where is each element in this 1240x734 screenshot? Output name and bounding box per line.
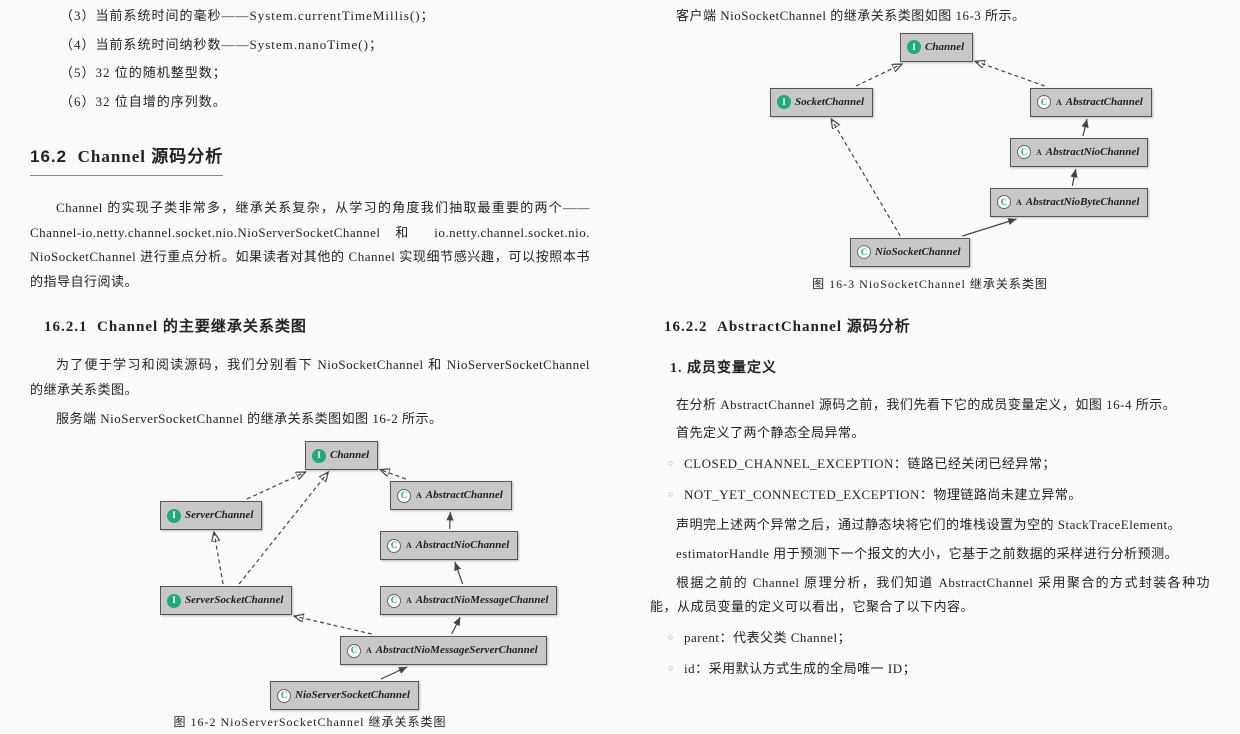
- subsection-number: 16.2.2: [664, 319, 708, 335]
- page-right: 客户端 NioSocketChannel 的继承关系类图如图 16-3 所示。 …: [620, 0, 1240, 691]
- section-heading: 16.2 Channel 源码分析: [30, 141, 223, 176]
- list-item: （5）32 位的随机整型数；: [30, 61, 590, 86]
- paragraph: 首先定义了两个静态全局异常。: [650, 421, 1210, 446]
- diagram-node: CAAbstractNioChannel: [380, 531, 518, 560]
- diagram-node: CNioServerSocketChannel: [270, 681, 419, 710]
- diagram-node: IChannel: [305, 441, 378, 470]
- subsection-heading: 16.2.1 Channel 的主要继承关系类图: [30, 313, 590, 342]
- list-item: （3）当前系统时间的毫秒——System.currentTimeMillis()…: [30, 4, 590, 29]
- page-left: （3）当前系统时间的毫秒——System.currentTimeMillis()…: [0, 0, 620, 691]
- section-title-text: Channel 源码分析: [78, 147, 224, 166]
- figure-16-3: IChannel ISocketChannel CAAbstractChannel C…: [690, 33, 1170, 263]
- subsection-number: 16.2.1: [44, 319, 88, 335]
- diagram-node: IServerSocketChannel: [160, 586, 292, 615]
- bullet-item: CLOSED_CHANNEL_EXCEPTION：链路已经关闭已经异常；: [650, 452, 1210, 477]
- diagram-node: CAAbstractChannel: [1030, 88, 1152, 117]
- subsection-title-text: Channel 的主要继承关系类图: [97, 319, 307, 335]
- figure-16-2: IChannel IServerChannel CAAbstractChannel C…: [80, 441, 560, 701]
- paragraph: 服务端 NioServerSocketChannel 的继承关系类图如图 16-…: [30, 407, 590, 432]
- sub-heading: 1. 成员变量定义: [650, 356, 1210, 383]
- paragraph: estimatorHandle 用于预测下一个报文的大小，它基于之前数据的采样进…: [650, 542, 1210, 567]
- paragraph: 客户端 NioSocketChannel 的继承关系类图如图 16-3 所示。: [650, 4, 1210, 29]
- figure-caption: 图 16-3 NioSocketChannel 继承关系类图: [650, 273, 1210, 296]
- bullet-item: parent：代表父类 Channel；: [650, 626, 1210, 651]
- diagram-node: CAAbstractNioMessageChannel: [380, 586, 557, 615]
- diagram-node: ISocketChannel: [770, 88, 873, 117]
- paragraph: 在分析 AbstractChannel 源码之前，我们先看下它的成员变量定义，如…: [650, 393, 1210, 418]
- diagram-node: CNioSocketChannel: [850, 238, 970, 267]
- subsection-heading: 16.2.2 AbstractChannel 源码分析: [650, 313, 1210, 342]
- bullet-item: id：采用默认方式生成的全局唯一 ID；: [650, 657, 1210, 682]
- paragraph: Channel 的实现子类非常多，继承关系复杂，从学习的角度我们抽取最重要的两个…: [30, 196, 590, 295]
- diagram-node: CAAbstractChannel: [390, 481, 512, 510]
- paragraph: 声明完上述两个异常之后，通过静态块将它们的堆栈设置为空的 StackTraceE…: [650, 513, 1210, 538]
- diagram-node: CAAbstractNioByteChannel: [990, 188, 1148, 217]
- list-item: （6）32 位自增的序列数。: [30, 90, 590, 115]
- paragraph: 根据之前的 Channel 原理分析，我们知道 AbstractChannel …: [650, 571, 1210, 620]
- list-item: （4）当前系统时间纳秒数——System.nanoTime()；: [30, 33, 590, 58]
- diagram-node: CAAbstractNioChannel: [1010, 138, 1148, 167]
- paragraph: 为了便于学习和阅读源码，我们分别看下 NioSocketChannel 和 Ni…: [30, 353, 590, 402]
- subsection-title-text: AbstractChannel 源码分析: [717, 319, 911, 335]
- diagram-node: CAAbstractNioMessageServerChannel: [340, 636, 547, 665]
- diagram-node: IServerChannel: [160, 501, 262, 530]
- bullet-item: NOT_YET_CONNECTED_EXCEPTION：物理链路尚未建立异常。: [650, 483, 1210, 508]
- diagram-node: IChannel: [900, 33, 973, 62]
- figure-caption: 图 16-2 NioServerSocketChannel 继承关系类图: [30, 711, 590, 734]
- section-number: 16.2: [30, 147, 67, 166]
